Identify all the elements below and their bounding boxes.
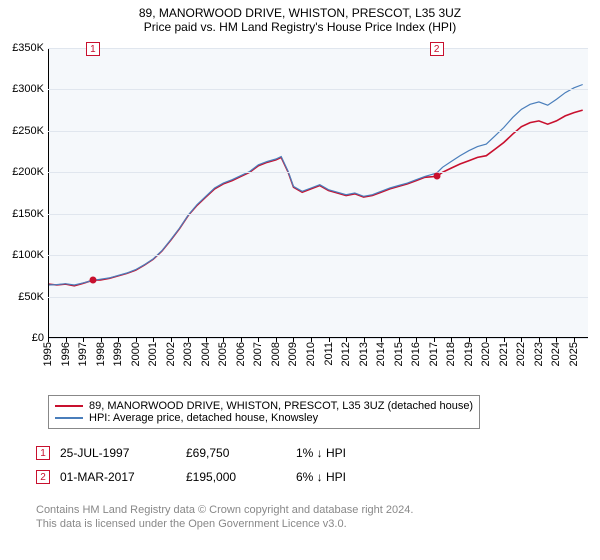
- ytick-label: £150K: [12, 208, 44, 220]
- footer-line-2: This data is licensed under the Open Gov…: [36, 518, 347, 530]
- xtick-label: 2025: [568, 342, 580, 366]
- xtick-label: 1996: [60, 342, 72, 366]
- xtick-label: 2014: [375, 342, 387, 366]
- xtick-label: 2010: [305, 342, 317, 366]
- gridline-y: [48, 214, 588, 215]
- gridline-y: [48, 89, 588, 90]
- ytick-label: £350K: [12, 42, 44, 54]
- ytick-label: £200K: [12, 166, 44, 178]
- page-title: 89, MANORWOOD DRIVE, WHISTON, PRESCOT, L…: [0, 0, 600, 20]
- footer-line-1: Contains HM Land Registry data © Crown c…: [36, 504, 413, 516]
- xtick-label: 2023: [533, 342, 545, 366]
- xtick-label: 2001: [147, 342, 159, 366]
- xtick-label: 2018: [445, 342, 457, 366]
- gridline-y: [48, 338, 588, 339]
- axis-border: [48, 48, 588, 338]
- xtick-label: 2011: [323, 342, 335, 366]
- legend-item: HPI: Average price, detached house, Know…: [55, 412, 473, 424]
- xtick-label: 1997: [77, 342, 89, 366]
- xtick-label: 2006: [235, 342, 247, 366]
- page-subtitle: Price paid vs. HM Land Registry's House …: [0, 20, 600, 34]
- legend-label: HPI: Average price, detached house, Know…: [89, 412, 318, 424]
- gridline-y: [48, 255, 588, 256]
- sale-price: £195,000: [186, 470, 236, 484]
- sale-vs-hpi: 6% ↓ HPI: [296, 470, 346, 484]
- ytick-label: £250K: [12, 125, 44, 137]
- xtick-label: 2024: [550, 342, 562, 366]
- sales-table: 1 25-JUL-1997 £69,750 1% ↓ HPI 2 01-MAR-2017 £…: [36, 444, 436, 492]
- sale-dot: [433, 173, 440, 180]
- legend-label: 89, MANORWOOD DRIVE, WHISTON, PRESCOT, L…: [89, 400, 473, 412]
- sale-vs-hpi: 1% ↓ HPI: [296, 446, 346, 460]
- xtick-label: 2012: [340, 342, 352, 366]
- xtick-label: 1999: [112, 342, 124, 366]
- chart-legend: 89, MANORWOOD DRIVE, WHISTON, PRESCOT, L…: [48, 395, 480, 429]
- sale-price: £69,750: [186, 446, 229, 460]
- xtick-label: 2004: [200, 342, 212, 366]
- xtick-label: 2019: [463, 342, 475, 366]
- xtick-label: 2016: [410, 342, 422, 366]
- sale-row: 1 25-JUL-1997 £69,750 1% ↓ HPI: [36, 444, 436, 462]
- xtick-label: 2015: [393, 342, 405, 366]
- sale-date: 25-JUL-1997: [60, 446, 129, 460]
- xtick-label: 2007: [252, 342, 264, 366]
- sale-row: 2 01-MAR-2017 £195,000 6% ↓ HPI: [36, 468, 436, 486]
- sale-row-marker: 2: [36, 470, 50, 484]
- ytick-label: £50K: [18, 291, 44, 303]
- legend-swatch: [55, 405, 83, 407]
- xtick-label: 2003: [182, 342, 194, 366]
- price-chart: £0£50K£100K£150K£200K£250K£300K£350K1995…: [48, 48, 588, 338]
- legend-item: 89, MANORWOOD DRIVE, WHISTON, PRESCOT, L…: [55, 400, 473, 412]
- xtick-label: 2002: [165, 342, 177, 366]
- sale-date: 01-MAR-2017: [60, 470, 135, 484]
- gridline-y: [48, 48, 588, 49]
- gridline-y: [48, 297, 588, 298]
- xtick-label: 1998: [95, 342, 107, 366]
- xtick-label: 2005: [217, 342, 229, 366]
- xtick-label: 2009: [287, 342, 299, 366]
- sale-dot: [89, 277, 96, 284]
- xtick-label: 2022: [515, 342, 527, 366]
- sale-row-marker: 1: [36, 446, 50, 460]
- sale-marker-box: 1: [86, 42, 100, 56]
- legend-swatch: [55, 417, 83, 419]
- xtick-label: 2020: [480, 342, 492, 366]
- xtick-label: 2008: [270, 342, 282, 366]
- sale-marker-box: 2: [430, 42, 444, 56]
- xtick-label: 2000: [130, 342, 142, 366]
- ytick-label: £100K: [12, 249, 44, 261]
- xtick-label: 2013: [358, 342, 370, 366]
- xtick-label: 1995: [42, 342, 54, 366]
- ytick-label: £300K: [12, 83, 44, 95]
- gridline-y: [48, 131, 588, 132]
- xtick-label: 2021: [498, 342, 510, 366]
- xtick-label: 2017: [428, 342, 440, 366]
- gridline-y: [48, 172, 588, 173]
